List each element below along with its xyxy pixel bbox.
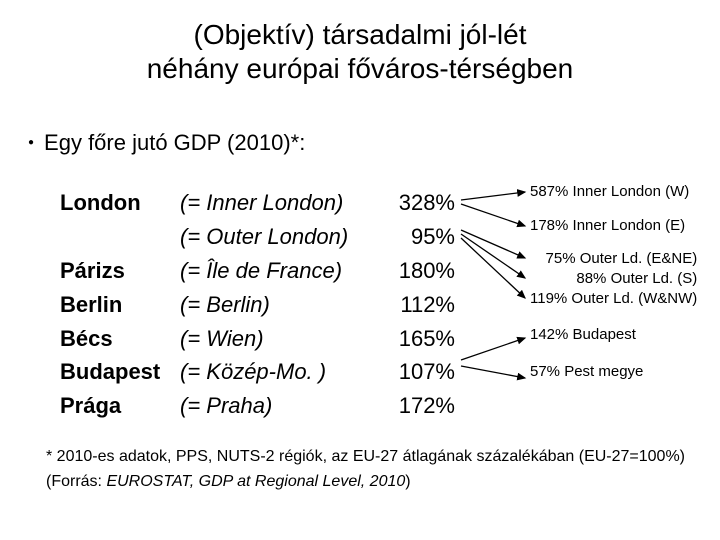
val-cell: 107% xyxy=(377,356,455,388)
city-cell: Prága xyxy=(60,390,178,422)
city-cell: Berlin xyxy=(60,289,178,321)
val-cell: 328% xyxy=(377,187,455,219)
footnote-source: EUROSTAT, GDP at Regional Level, 2010 xyxy=(106,473,405,490)
table-row: (= Outer London) 95% xyxy=(60,221,455,253)
val-cell: 165% xyxy=(377,323,455,355)
gdp-table: London (= Inner London) 328% (= Outer Lo… xyxy=(58,185,457,424)
bullet-text: Egy főre jutó GDP (2010)*: xyxy=(44,130,305,155)
footnote-line: * 2010-es adatok, PPS, NUTS-2 régiók, az… xyxy=(46,445,685,470)
val-cell: 180% xyxy=(377,255,455,287)
def-cell: (= Wien) xyxy=(180,323,375,355)
annotation: 75% Outer Ld. (E&NE) xyxy=(530,249,697,269)
annotation: 178% Inner London (E) xyxy=(530,216,699,236)
footnote-block: * 2010-es adatok, PPS, NUTS-2 régiók, az… xyxy=(46,445,685,495)
val-cell: 95% xyxy=(377,221,455,253)
annotation: 587% Inner London (W) xyxy=(530,182,699,202)
bullet-line: ● Egy főre jutó GDP (2010)*: xyxy=(28,130,305,156)
val-cell: 112% xyxy=(377,289,455,321)
def-cell: (= Közép-Mo. ) xyxy=(180,356,375,388)
annotation: 119% Outer Ld. (W&NW) xyxy=(530,289,697,309)
val-cell: 172% xyxy=(377,390,455,422)
def-cell: (= Outer London) xyxy=(180,221,375,253)
arrow-diagram xyxy=(455,186,535,446)
slide: (Objektív) társadalmi jól-lét néhány eur… xyxy=(0,0,720,540)
annotation-block: 587% Inner London (W) 178% Inner London … xyxy=(530,182,699,382)
slide-title: (Objektív) társadalmi jól-lét néhány eur… xyxy=(0,0,720,85)
annotation: 142% Budapest xyxy=(530,325,699,345)
table-row: Berlin (= Berlin) 112% xyxy=(60,289,455,321)
city-cell: Budapest xyxy=(60,356,178,388)
bullet-icon: ● xyxy=(28,137,34,148)
city-cell xyxy=(60,221,178,253)
table-row: Budapest (= Közép-Mo. ) 107% xyxy=(60,356,455,388)
table-row: Prága (= Praha) 172% xyxy=(60,390,455,422)
footnote-line: (Forrás: EUROSTAT, GDP at Regional Level… xyxy=(46,470,685,495)
def-cell: (= Inner London) xyxy=(180,187,375,219)
table-row: London (= Inner London) 328% xyxy=(60,187,455,219)
title-line-2: néhány európai főváros-térségben xyxy=(147,53,574,84)
def-cell: (= Île de France) xyxy=(180,255,375,287)
def-cell: (= Berlin) xyxy=(180,289,375,321)
annotation: 88% Outer Ld. (S) xyxy=(530,269,697,289)
table-row: Párizs (= Île de France) 180% xyxy=(60,255,455,287)
annotation: 57% Pest megye xyxy=(530,362,699,382)
table-row: Bécs (= Wien) 165% xyxy=(60,323,455,355)
city-cell: Bécs xyxy=(60,323,178,355)
city-cell: Párizs xyxy=(60,255,178,287)
city-cell: London xyxy=(60,187,178,219)
def-cell: (= Praha) xyxy=(180,390,375,422)
title-line-1: (Objektív) társadalmi jól-lét xyxy=(194,19,527,50)
